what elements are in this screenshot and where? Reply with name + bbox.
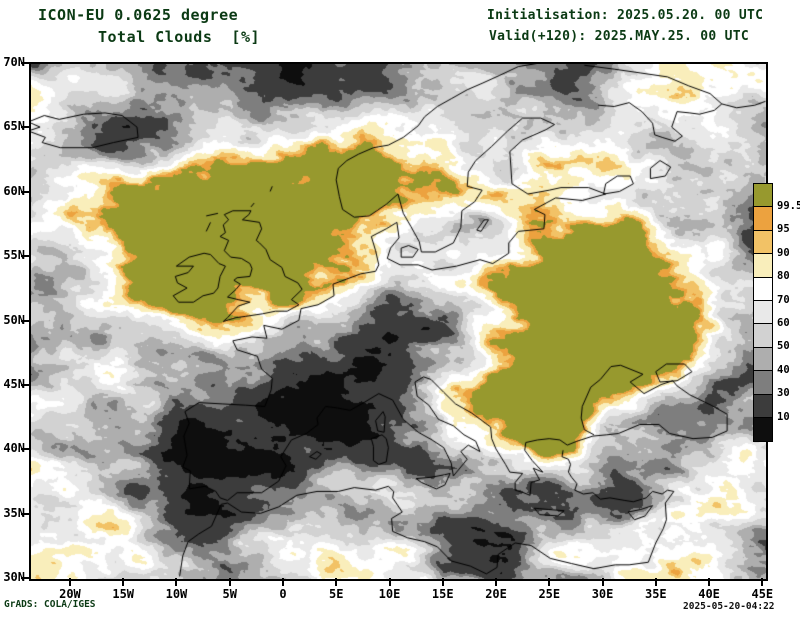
lat-axis-label: 55N <box>3 248 25 263</box>
colorbar-tick-label: 95 <box>777 223 790 236</box>
lon-axis-label: 10W <box>165 587 188 601</box>
lon-axis-label: 25E <box>538 587 561 601</box>
lon-axis-tick <box>175 578 178 586</box>
colorbar-cell <box>754 230 772 255</box>
lon-axis-label: 20W <box>59 587 81 601</box>
colorbar-cell <box>754 207 772 231</box>
init-time-label: Initialisation: 2025.05.20. 00 UTC <box>487 8 764 23</box>
colorbar-cell <box>754 347 772 372</box>
lat-axis-label: 35N <box>3 505 25 520</box>
colorbar-tick-label: 30 <box>777 387 790 400</box>
lon-axis-label: 5W <box>222 587 237 601</box>
lon-axis-tick <box>228 578 231 586</box>
lon-axis-label: 35E <box>644 587 667 601</box>
lon-axis-label: 5E <box>329 587 344 601</box>
lon-axis-label: 30E <box>591 587 614 601</box>
lat-axis-label: 40N <box>3 441 25 456</box>
lon-axis-label: 20E <box>485 587 507 601</box>
lon-axis-tick <box>388 578 391 586</box>
lon-axis-label: 0 <box>279 587 287 601</box>
lon-axis-label: 45E <box>751 587 774 601</box>
lon-axis-label: 15E <box>431 587 454 601</box>
lon-axis-tick <box>441 578 444 586</box>
colorbar-tick-label: 70 <box>777 293 790 306</box>
colorbar-cell <box>754 417 772 442</box>
colorbar-tick-label: 40 <box>777 363 790 376</box>
lon-axis-tick <box>601 578 604 586</box>
colorbar-cell <box>754 324 772 348</box>
colorbar-cell <box>754 300 772 325</box>
lat-axis-label: 70N <box>3 55 25 69</box>
colorbar-cell <box>754 277 772 301</box>
lat-axis-tick <box>21 126 30 129</box>
model-title: ICON-EU 0.0625 degree <box>38 6 239 24</box>
lon-axis-tick <box>335 578 338 586</box>
lon-axis-tick <box>548 578 551 586</box>
creation-timestamp: 2025-05-20-04:22 <box>683 601 775 612</box>
colorbar-cell <box>754 394 772 418</box>
valid-time-label: Valid(+120): 2025.MAY.25. 00 UTC <box>489 29 750 44</box>
map-frame <box>29 62 768 581</box>
lat-axis-tick <box>21 448 30 451</box>
parameter-title: Total Clouds [%] <box>98 28 261 46</box>
grads-credit: GrADS: COLA/IGES <box>4 599 96 610</box>
lon-axis-tick <box>122 578 125 586</box>
lon-axis-label: 15W <box>112 587 135 601</box>
colorbar-cell <box>754 254 772 278</box>
lon-axis-tick <box>68 578 71 586</box>
colorbar-tick-label: 90 <box>777 246 790 259</box>
lon-axis-tick <box>495 578 498 586</box>
lon-axis-tick <box>281 578 284 586</box>
colorbar <box>753 183 773 443</box>
colorbar-cell <box>754 371 772 395</box>
lon-axis-tick <box>761 578 764 586</box>
lon-axis-label: 10E <box>378 587 401 601</box>
lat-axis-tick <box>21 255 30 258</box>
lat-axis-label: 65N <box>3 119 25 134</box>
colorbar-tick-label: 10 <box>777 410 790 423</box>
lon-axis-tick <box>654 578 657 586</box>
lon-axis-label: 40E <box>698 587 720 601</box>
colorbar-tick-label: 80 <box>777 270 790 283</box>
lat-axis-label: 50N <box>3 312 25 327</box>
lat-axis-label: 30N <box>3 570 25 584</box>
lon-axis-tick <box>708 578 711 586</box>
lat-axis-tick <box>21 577 30 579</box>
lat-axis-tick <box>21 62 30 64</box>
colorbar-tick-label: 50 <box>777 340 790 353</box>
lat-axis-tick <box>21 190 30 193</box>
lat-axis-label: 60N <box>3 183 25 198</box>
lat-axis-label: 45N <box>3 376 25 391</box>
lat-axis-tick <box>21 319 30 322</box>
lat-axis-tick <box>21 383 30 386</box>
colorbar-tick-label: 60 <box>777 316 790 329</box>
cloud-cover-map-canvas <box>31 64 766 579</box>
colorbar-tick-label: 99.5 <box>777 199 800 212</box>
lat-axis-tick <box>21 512 30 515</box>
colorbar-cell <box>754 184 772 208</box>
